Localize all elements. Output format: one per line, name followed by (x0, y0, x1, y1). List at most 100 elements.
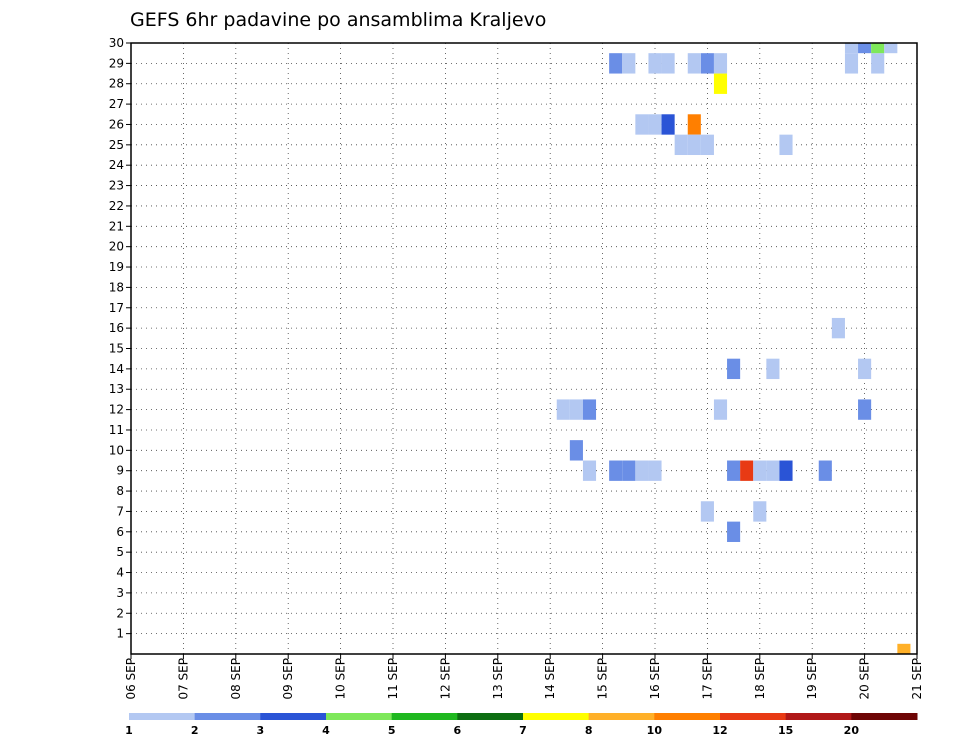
plot-frame (130, 42, 918, 655)
heatmap-cell (779, 460, 793, 481)
y-tick-label: 12 (109, 403, 124, 417)
heatmap-cell (648, 460, 662, 481)
colorbar-tick-label: 7 (519, 724, 527, 737)
x-tick-label: 06 SEP (124, 658, 138, 700)
x-tick-label: 21 SEP (910, 658, 924, 700)
heatmap-cell (871, 53, 885, 74)
heatmap-cell (609, 460, 623, 481)
heatmap-cell (884, 43, 898, 54)
heatmap-cell (582, 460, 597, 481)
heatmap-cell (648, 53, 662, 74)
colorbar-swatch (129, 713, 196, 720)
heatmap-cell (648, 114, 662, 135)
y-tick-label: 1 (116, 627, 124, 641)
heatmap-cell (831, 317, 845, 339)
colorbar: 1 2 3 4 5 6 7 8 10 12 15 20 (125, 713, 918, 737)
heatmap-cell (635, 460, 649, 481)
y-tick-label: 14 (109, 362, 124, 376)
colorbar-swatch (260, 713, 327, 720)
y-tick-label: 24 (109, 158, 124, 172)
heatmap-cell (622, 53, 636, 74)
heatmap-cell (687, 134, 701, 156)
colorbar-tick-label: 15 (778, 724, 793, 737)
heatmap-cell (687, 53, 701, 74)
heatmap-cell (858, 43, 872, 54)
y-tick-label: 6 (116, 525, 124, 539)
x-tick-label: 07 SEP (176, 658, 190, 700)
colorbar-tick-label: 12 (712, 724, 727, 737)
colorbar-swatch (654, 713, 721, 720)
colorbar-tick-label: 10 (647, 724, 663, 737)
y-tick-label: 30 (109, 36, 124, 50)
y-tick-label: 21 (109, 219, 124, 233)
heatmap-cell (622, 460, 636, 481)
heatmap-cell (713, 399, 728, 420)
colorbar-swatch (851, 713, 918, 720)
colorbar-swatch (194, 713, 261, 720)
y-axis: 1234567891011121314151617181920212223242… (109, 36, 131, 641)
x-tick-label: 15 SEP (596, 658, 610, 700)
heatmap-cell (727, 460, 741, 481)
y-tick-label: 20 (109, 240, 124, 254)
y-tick-label: 29 (109, 56, 124, 70)
heatmap-cell (740, 460, 754, 481)
heatmap-cell (727, 358, 741, 380)
heatmap-cell (779, 134, 793, 156)
y-tick-label: 18 (109, 280, 124, 294)
x-tick-label: 09 SEP (281, 658, 295, 700)
y-tick-label: 2 (116, 606, 124, 620)
x-axis: 06 SEP 07 SEP 08 SEP 09 SEP 10 SEP 11 SEP 12 S… (124, 654, 924, 700)
y-tick-label: 10 (109, 443, 124, 457)
heatmap-cell (818, 460, 832, 481)
x-tick-label: 18 SEP (753, 658, 767, 700)
chart-title: GEFS 6hr padavine po ansamblima Kraljevo (130, 9, 546, 31)
colorbar-tick-label: 3 (257, 724, 265, 737)
heatmap-cell (700, 134, 714, 156)
colorbar-swatch (785, 713, 852, 720)
y-tick-label: 13 (109, 382, 124, 396)
colorbar-tick-label: 20 (844, 724, 860, 737)
y-tick-label: 4 (116, 566, 124, 580)
y-tick-label: 17 (109, 301, 124, 315)
heatmap-cell (700, 501, 714, 522)
heatmap-cell (713, 53, 728, 74)
heatmap-cell (661, 53, 675, 74)
heatmap-cell (569, 440, 583, 461)
y-tick-label: 19 (109, 260, 124, 274)
heatmap-cell (687, 114, 701, 135)
y-tick-label: 26 (109, 117, 124, 131)
x-tick-label: 17 SEP (700, 658, 714, 700)
heatmap-cell (844, 43, 859, 54)
y-tick-label: 9 (116, 464, 124, 478)
y-tick-label: 15 (109, 342, 124, 356)
heatmap-cell (582, 399, 597, 420)
heatmap-cells (556, 43, 911, 654)
x-tick-label: 11 SEP (386, 658, 400, 700)
grid (131, 43, 917, 654)
colorbar-tick-label: 6 (454, 724, 462, 737)
y-tick-label: 3 (116, 586, 124, 600)
heatmap-cell (674, 134, 688, 156)
x-tick-label: 19 SEP (805, 658, 819, 700)
heatmap-cell (753, 501, 767, 522)
colorbar-swatch (588, 713, 655, 720)
y-tick-label: 7 (116, 504, 124, 518)
colorbar-tick-label: 5 (388, 724, 396, 737)
heatmap-cell (766, 460, 780, 481)
y-tick-label: 8 (116, 484, 124, 498)
colorbar-tick-label: 8 (585, 724, 593, 737)
x-tick-label: 08 SEP (229, 658, 243, 700)
heatmap-cell (609, 53, 623, 74)
y-tick-label: 16 (109, 321, 124, 335)
heatmap-cell (635, 114, 649, 135)
heatmap-cell (661, 114, 675, 135)
colorbar-swatch (391, 713, 458, 720)
heatmap-cell (766, 358, 780, 380)
y-tick-label: 22 (109, 199, 124, 213)
x-tick-label: 12 SEP (438, 658, 452, 700)
heatmap-cell (713, 73, 728, 94)
colorbar-swatch (720, 713, 787, 720)
x-tick-label: 10 SEP (334, 658, 348, 700)
colorbar-swatch (326, 713, 393, 720)
